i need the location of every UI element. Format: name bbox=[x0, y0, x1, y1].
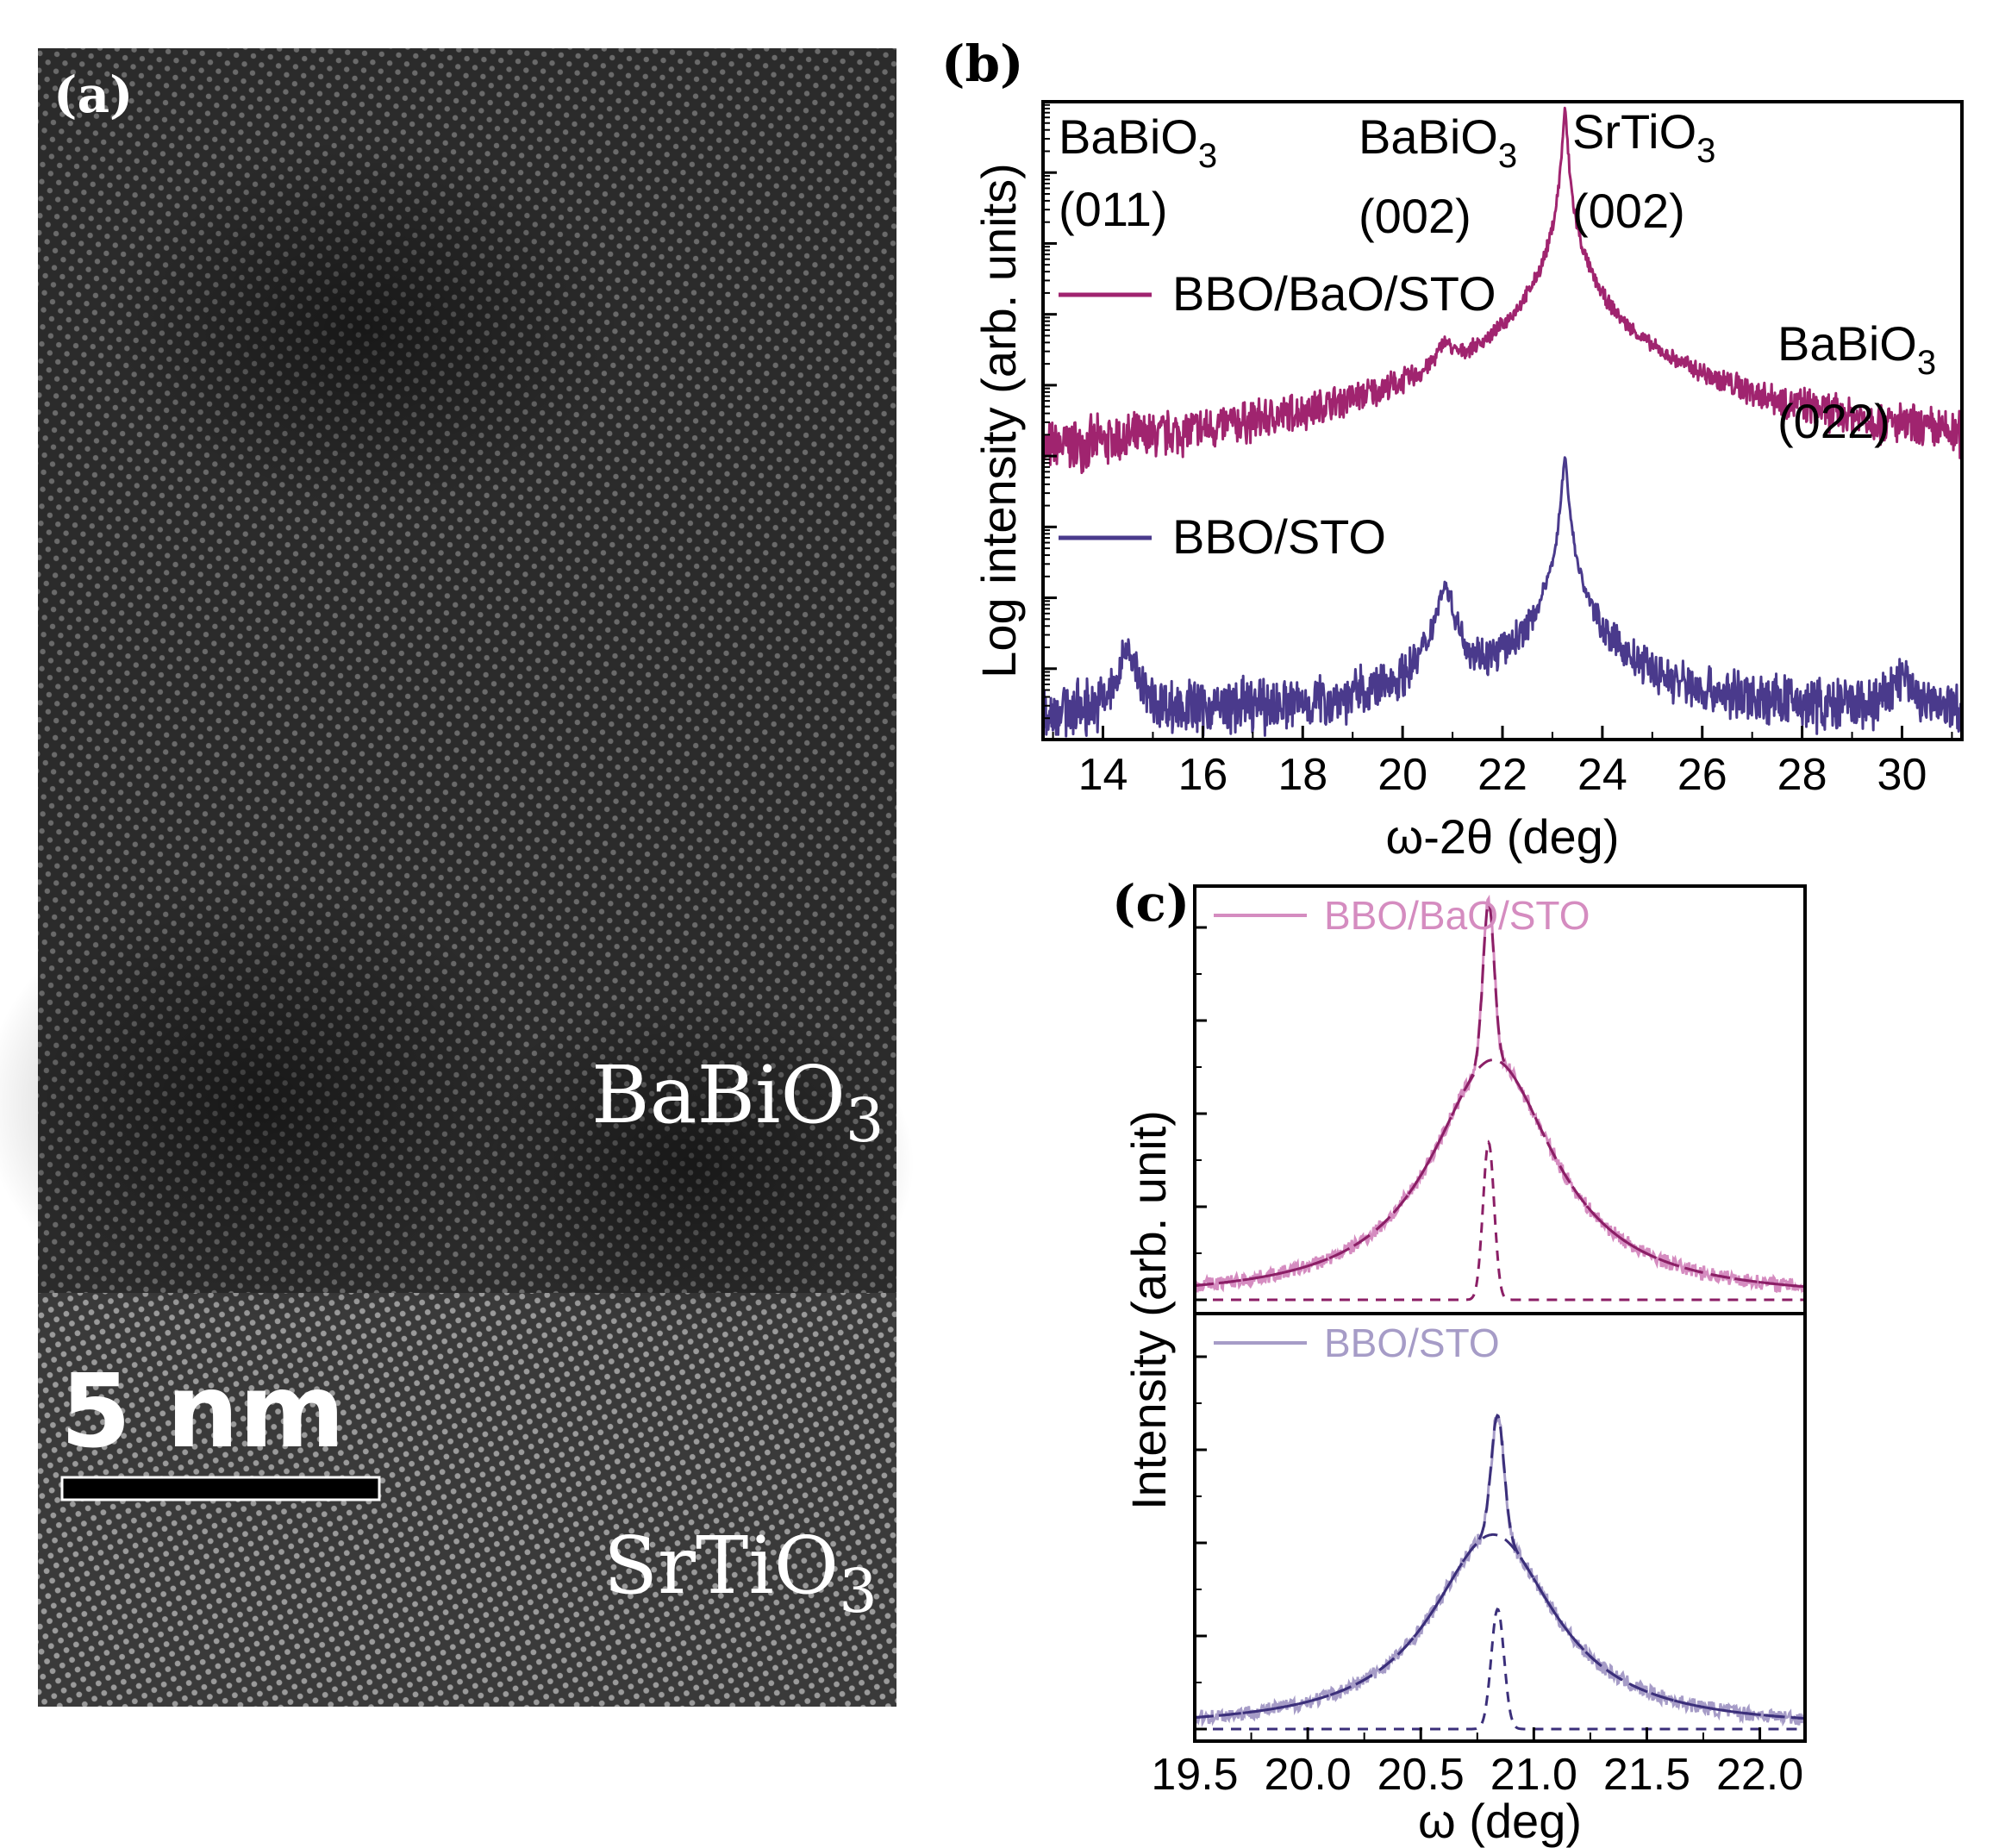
fit-broad-bbo-bao-sto bbox=[1194, 1058, 1806, 1289]
x-tick-label-b: 28 bbox=[1777, 750, 1827, 800]
legend-label-c-bbo-bao-sto: BBO/BaO/STO bbox=[1324, 893, 1590, 938]
panel-c: (c) 19.5 20.0 20.5 21.0 21.5 22.0 ω (deg) Int… bbox=[1112, 874, 1807, 1848]
tem-dark-region bbox=[0, 879, 534, 1327]
scale-bar-label: 5 nm bbox=[60, 1352, 345, 1470]
x-axis-label-b: ω-2θ (deg) bbox=[1386, 809, 1620, 864]
x-tick-label-b: 26 bbox=[1677, 750, 1727, 800]
x-tick-label-b: 16 bbox=[1178, 750, 1228, 800]
legend-label-bbo-sto: BBO/STO bbox=[1172, 509, 1386, 564]
x-tick-label-b: 14 bbox=[1078, 750, 1128, 800]
legend-c: BBO/BaO/STO BBO/STO bbox=[1214, 893, 1590, 1365]
peak-annotations: BaBiO3 (011) BaBiO3 (002) SrTiO3 (002) BaBiO3 (… bbox=[1059, 104, 1936, 448]
fit-sharp-bbo-sto bbox=[1195, 1608, 1805, 1731]
substrate-label: SrTiO3 bbox=[603, 1520, 878, 1626]
peak-label: SrTiO3 bbox=[1572, 104, 1715, 170]
peak-hkl: (011) bbox=[1059, 182, 1168, 236]
panel-b: (b) 14 16 18 20 22 24 26 28 30 ω-2θ (deg) Log in… bbox=[941, 34, 1964, 864]
x-tick-label-b: 18 bbox=[1277, 750, 1327, 800]
legend-label-bbo-bao-sto: BBO/BaO/STO bbox=[1172, 266, 1496, 321]
panel-b-letter: (b) bbox=[941, 34, 1023, 93]
peak-hkl: (002) bbox=[1572, 184, 1685, 238]
x-tick-label-c: 21.0 bbox=[1490, 1750, 1577, 1800]
xrd-plot bbox=[1041, 106, 1964, 738]
y-axis-label-b: Log intensity (arb. units) bbox=[971, 163, 1026, 678]
x-axis-c: 19.5 20.0 20.5 21.0 21.5 22.0 bbox=[1151, 1727, 1803, 1800]
x-tick-label-c: 19.5 bbox=[1151, 1750, 1238, 1800]
tem-dark-region bbox=[103, 138, 621, 517]
y-axis-b bbox=[1043, 100, 1057, 741]
x-tick-label-b: 22 bbox=[1477, 750, 1527, 800]
panel-a-letter: (a) bbox=[53, 66, 133, 124]
x-tick-label-c: 21.5 bbox=[1603, 1750, 1690, 1800]
x-tick-label-b: 30 bbox=[1877, 750, 1927, 800]
peak-hkl: (002) bbox=[1359, 189, 1471, 243]
peak-label: BaBiO3 bbox=[1059, 109, 1217, 175]
rocking-curve-plot bbox=[1193, 894, 1807, 1731]
fit-broad-bbo-sto bbox=[1194, 1533, 1806, 1720]
panel-a: (a) BaBiO3 SrTiO3 5 nm bbox=[0, 48, 914, 1707]
x-tick-label-b: 20 bbox=[1377, 750, 1427, 800]
x-tick-label-c: 20.0 bbox=[1265, 1750, 1352, 1800]
fit-sum-bbo-bao-sto bbox=[1194, 900, 1806, 1289]
peak-hkl: (022) bbox=[1777, 394, 1890, 448]
peak-label: BaBiO3 bbox=[1777, 316, 1936, 382]
panel-c-letter: (c) bbox=[1112, 874, 1190, 933]
film-label: BaBiO3 bbox=[591, 1049, 884, 1156]
x-axis-b: 14 16 18 20 22 24 26 28 30 bbox=[1052, 726, 1953, 800]
fit-sum-bbo-sto bbox=[1194, 1413, 1806, 1720]
rocking-data-bbo-bao-sto bbox=[1193, 894, 1807, 1294]
x-tick-label-c: 22.0 bbox=[1716, 1750, 1803, 1800]
peak-label: BaBiO3 bbox=[1359, 109, 1517, 175]
y-axis-c bbox=[1195, 926, 1207, 1731]
y-axis-label-c: Intensity (arb. unit) bbox=[1121, 1110, 1176, 1510]
legend-label-c-bbo-sto: BBO/STO bbox=[1324, 1320, 1500, 1365]
legend-b: BBO/BaO/STO BBO/STO bbox=[1059, 266, 1496, 564]
x-tick-label-c: 20.5 bbox=[1377, 1750, 1465, 1800]
x-axis-label-c: ω (deg) bbox=[1418, 1794, 1582, 1848]
rocking-data-bbo-sto bbox=[1193, 1414, 1807, 1728]
tem-dark-region bbox=[465, 991, 914, 1336]
series-line-bbo-sto bbox=[1041, 456, 1964, 738]
series-line-bbo-bao-sto bbox=[1041, 106, 1964, 478]
scale-bar bbox=[60, 1476, 381, 1502]
x-tick-label-b: 24 bbox=[1577, 750, 1627, 800]
